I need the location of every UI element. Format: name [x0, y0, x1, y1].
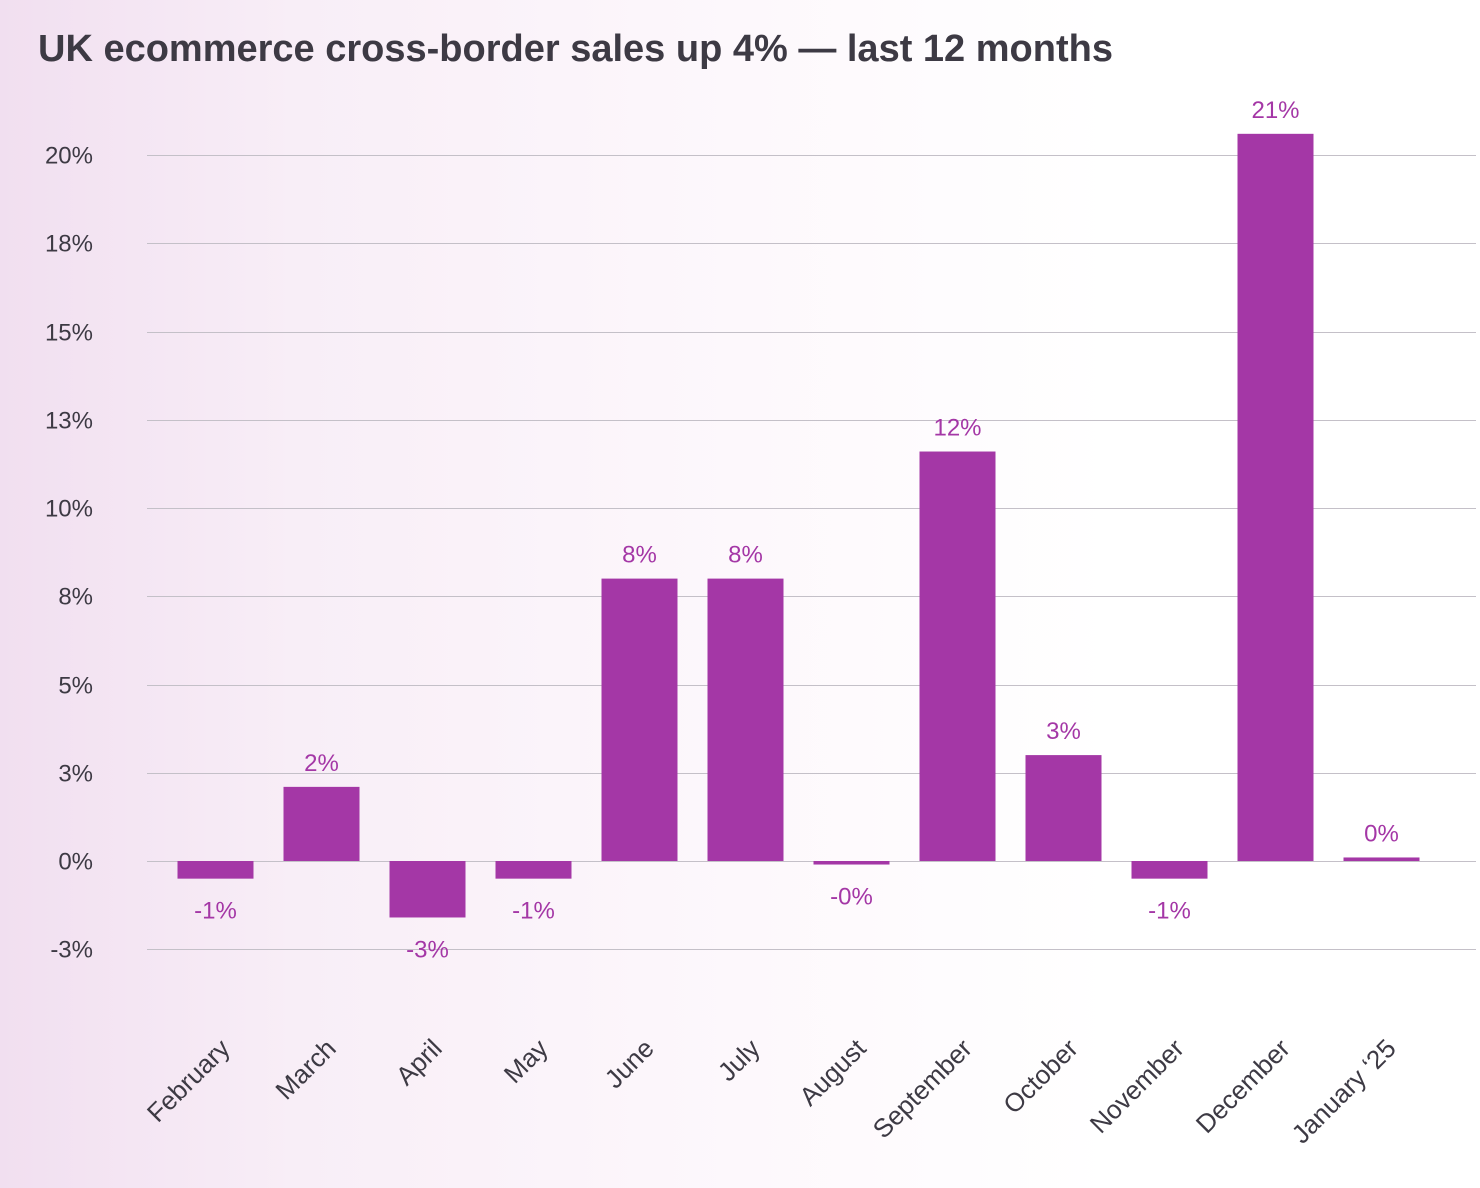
data-label: 0%: [1364, 820, 1399, 847]
x-tick-label: June: [599, 1033, 660, 1094]
x-tick-label: May: [498, 1033, 554, 1089]
bar: [919, 451, 996, 861]
x-tick-label: February: [141, 1033, 236, 1128]
bar: [177, 861, 254, 879]
data-label: -3%: [406, 936, 449, 963]
bar: [707, 578, 784, 861]
x-tick-label: March: [269, 1033, 341, 1105]
data-label: -1%: [512, 898, 555, 925]
bar: [1025, 755, 1102, 861]
data-label: -1%: [194, 898, 237, 925]
y-tick-label: 15%: [45, 320, 93, 347]
y-axis-tick-labels: -3% 0% 3% 5% 8% 10% 13% 15% 18% 20%: [45, 143, 93, 964]
data-label: 2%: [304, 750, 339, 777]
y-tick-label: 5%: [58, 673, 93, 700]
bar: [495, 861, 572, 879]
y-tick-label: 20%: [45, 143, 93, 170]
bar: [389, 861, 466, 918]
y-tick-label: 18%: [45, 231, 93, 258]
bar: [601, 578, 678, 861]
x-tick-label: November: [1084, 1033, 1190, 1139]
y-tick-label: -3%: [50, 937, 93, 964]
y-tick-label: 0%: [58, 849, 93, 876]
y-tick-label: 10%: [45, 496, 93, 523]
x-tick-label: January ‘25: [1285, 1033, 1401, 1149]
data-label: 8%: [728, 542, 763, 569]
data-label: 8%: [622, 542, 657, 569]
data-label: 21%: [1251, 97, 1299, 124]
data-labels: -1% 2% -3% -1% 8% 8% -0% 12% 3% -1% 21% 0%: [194, 97, 1399, 964]
x-tick-label: July: [712, 1033, 766, 1087]
bar: [1131, 861, 1208, 879]
x-tick-label: September: [867, 1033, 978, 1144]
bar: [1343, 857, 1420, 861]
y-tick-label: 13%: [45, 408, 93, 435]
x-tick-label: December: [1190, 1033, 1296, 1139]
x-tick-label: October: [997, 1033, 1084, 1120]
x-tick-label: August: [793, 1032, 872, 1111]
data-label: 12%: [933, 415, 981, 442]
x-tick-label: April: [390, 1033, 448, 1091]
bar: [283, 786, 360, 861]
x-axis-tick-labels: February March April May June July AugustSepte…: [141, 1032, 1402, 1149]
data-label: -0%: [830, 884, 873, 911]
bar: [1237, 133, 1314, 861]
bars: [177, 133, 1420, 918]
y-tick-label: 8%: [58, 584, 93, 611]
y-tick-label: 3%: [58, 761, 93, 788]
data-label: -1%: [1148, 898, 1191, 925]
bar: [813, 861, 890, 865]
data-label: 3%: [1046, 718, 1081, 745]
chart-title: UK ecommerce cross-border sales up 4% — …: [38, 28, 1113, 70]
